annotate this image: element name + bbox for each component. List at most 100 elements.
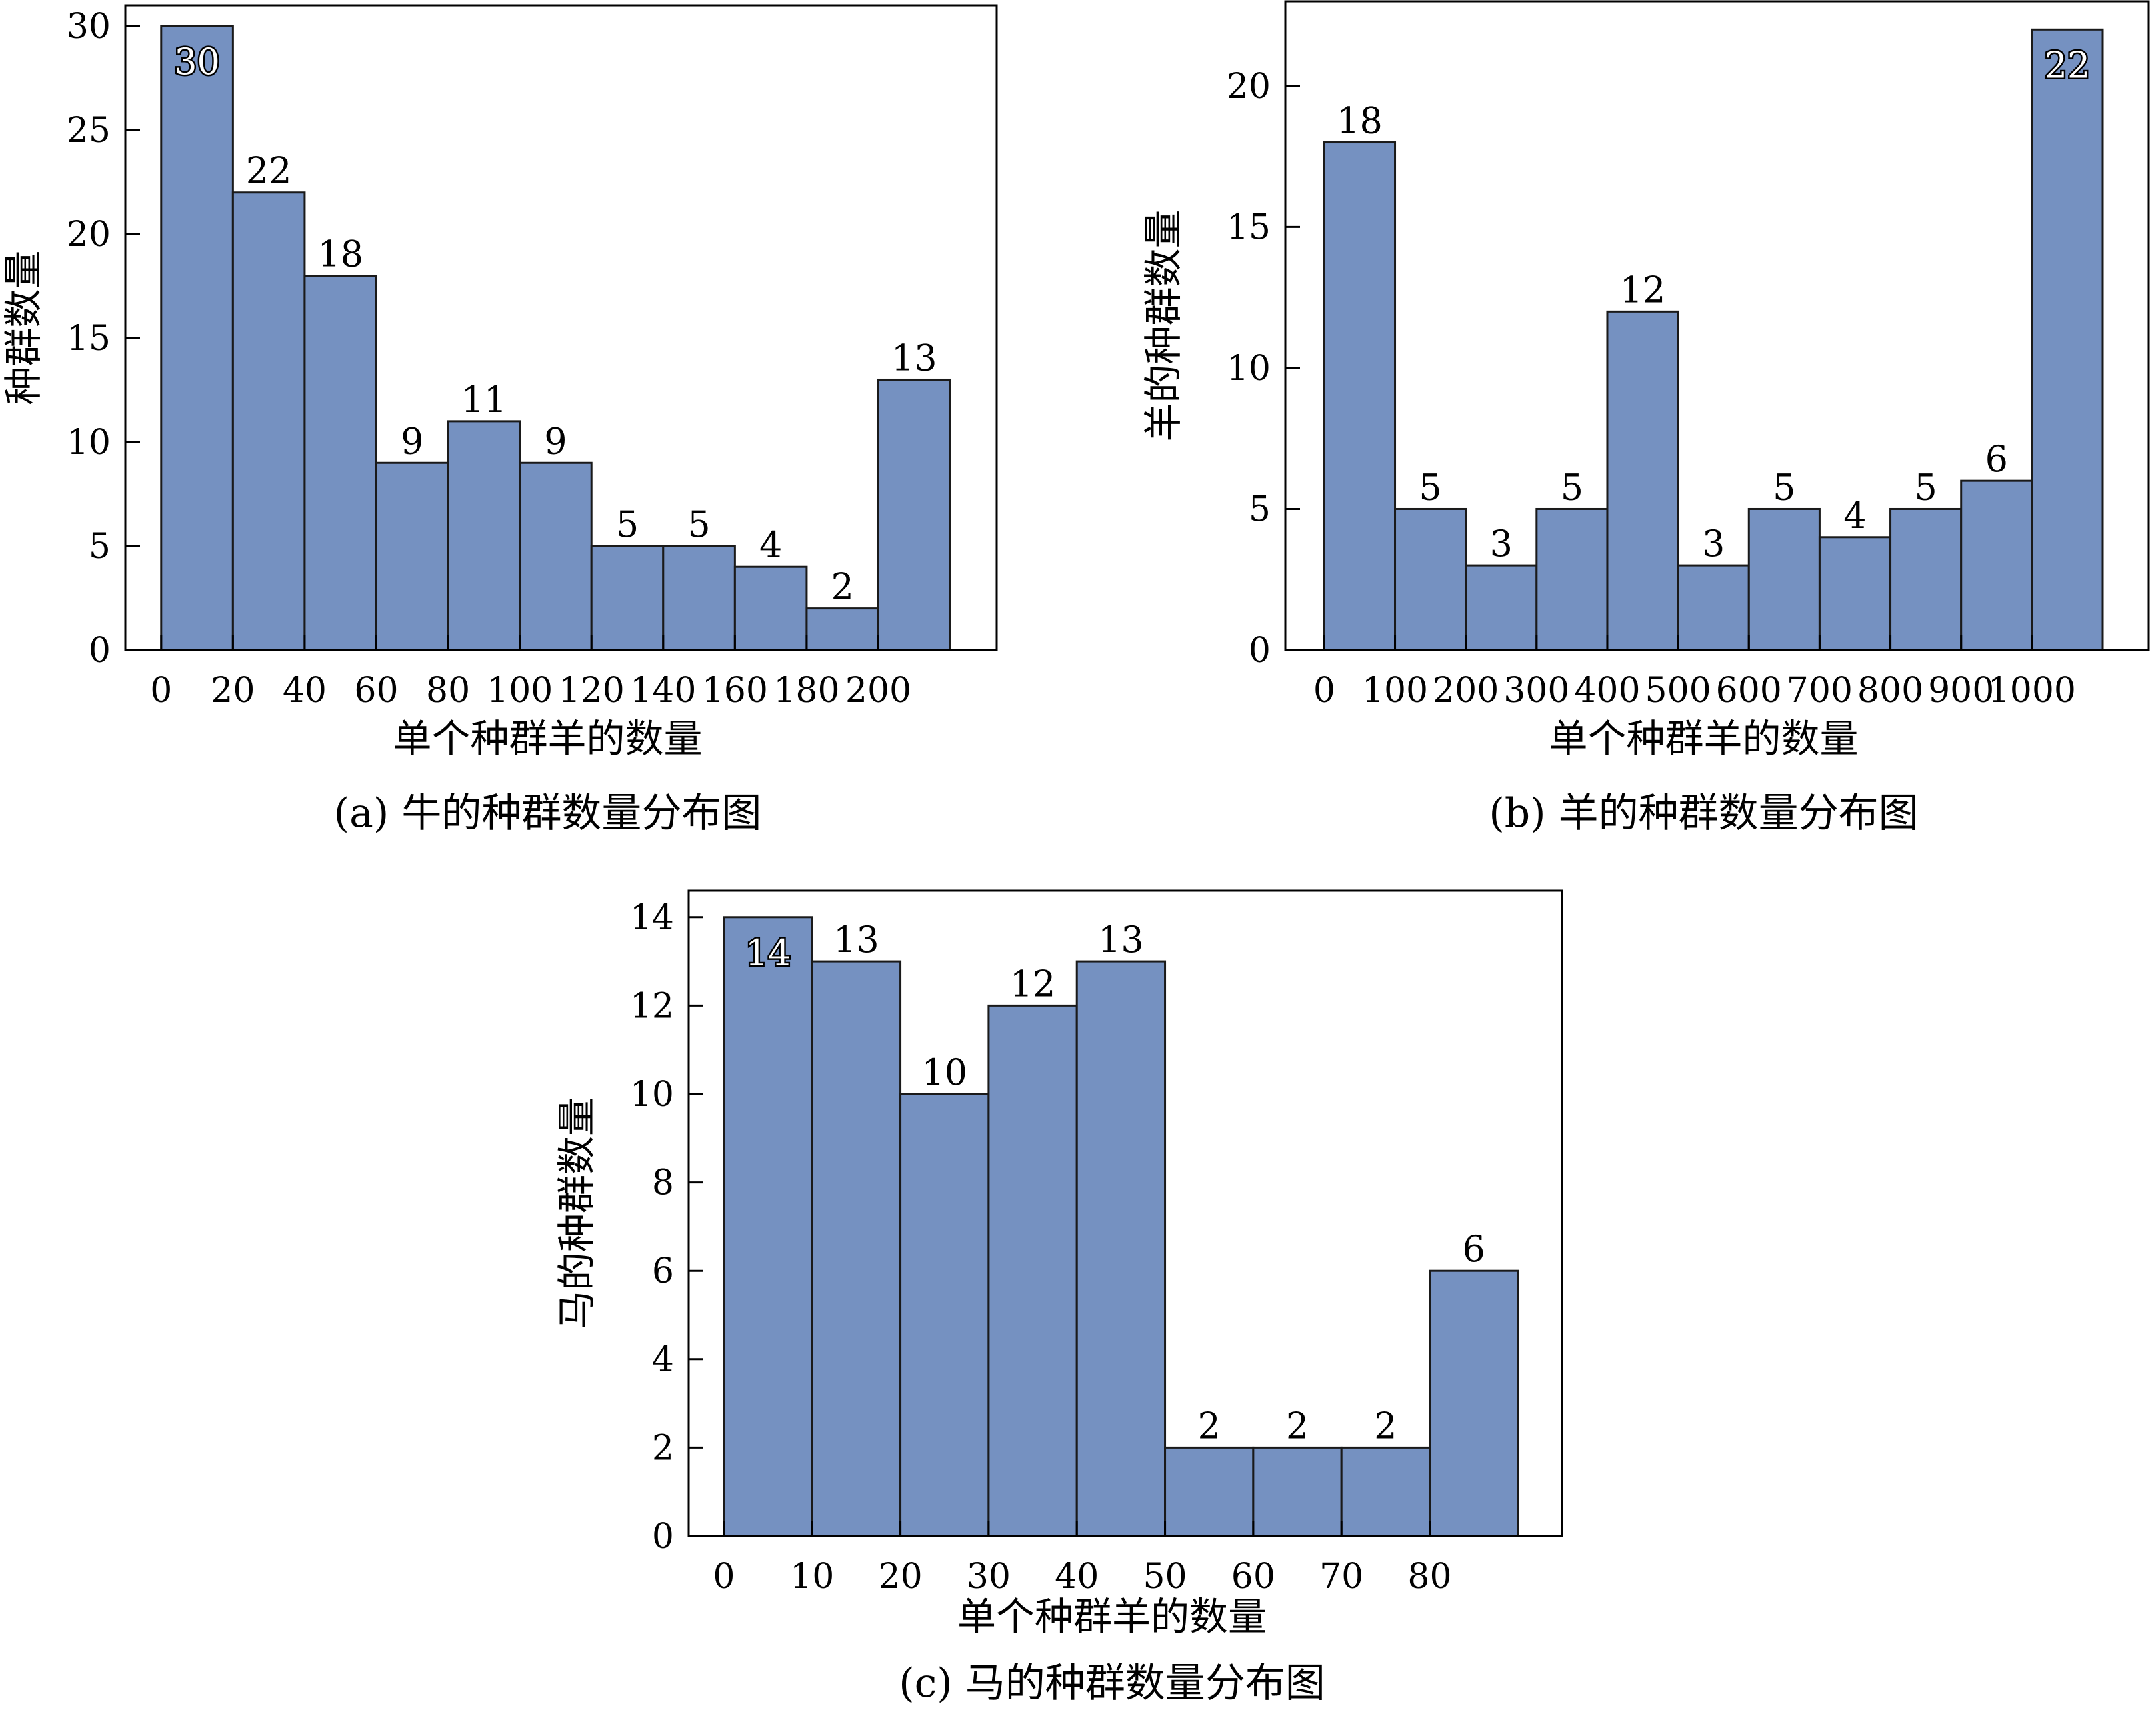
bar-value-label-b-1: 5	[1419, 466, 1441, 508]
x-tick-label-c-1: 10	[790, 1557, 834, 1597]
bar-value-label-b-0: 18	[1337, 100, 1383, 142]
bar-value-label-c-0: 14	[745, 932, 791, 974]
bar-value-label-b-10: 22	[2045, 44, 2091, 86]
bar-c-2	[899, 1093, 990, 1537]
x-tick-label-c-5: 50	[1143, 1557, 1187, 1597]
bar-b-3	[1535, 507, 1609, 651]
bar-a-1	[231, 191, 306, 651]
x-tick-label-c-8: 80	[1407, 1557, 1451, 1597]
bar-c-8	[1429, 1269, 1519, 1537]
bar-value-label-a-5: 9	[544, 420, 567, 462]
bar-a-6	[590, 545, 665, 651]
x-tick-label-b-4: 400	[1574, 671, 1640, 711]
plot-frame-c	[687, 889, 1563, 1537]
y-tick-label-a-0: 0	[89, 631, 111, 671]
x-tick-label-a-9: 180	[773, 671, 839, 711]
bar-b-2	[1465, 564, 1538, 651]
bar-a-4	[447, 420, 521, 651]
bar-value-label-a-9: 2	[831, 566, 854, 608]
bar-value-label-b-9: 6	[1985, 438, 2008, 480]
x-tick-label-a-3: 60	[354, 671, 398, 711]
bar-a-9	[805, 607, 880, 651]
bar-value-label-a-10: 13	[891, 337, 937, 379]
bar-a-0	[160, 25, 234, 651]
x-tick-label-c-0: 0	[713, 1557, 735, 1597]
x-tick-label-a-10: 200	[845, 671, 911, 711]
x-tick-label-a-0: 0	[150, 671, 172, 711]
y-tick-label-c-6: 12	[630, 986, 674, 1026]
y-tick-label-c-1: 2	[652, 1428, 674, 1468]
bar-value-label-c-2: 10	[921, 1051, 967, 1093]
bar-b-9	[1960, 479, 2033, 651]
x-tick-label-b-10: 1000	[1988, 671, 2076, 711]
bar-a-8	[733, 565, 808, 651]
chart-caption-c: (c) 马的种群数量分布图	[899, 1660, 1325, 1707]
bar-b-0	[1323, 141, 1397, 651]
bar-value-label-a-3: 9	[401, 420, 423, 462]
bar-value-label-c-1: 13	[833, 919, 879, 961]
y-tick-label-c-7: 14	[630, 898, 674, 938]
y-axis-title-b: 羊的种群数量	[1141, 209, 1186, 441]
y-tick-label-c-5: 10	[630, 1075, 674, 1115]
bar-value-label-a-7: 5	[687, 503, 710, 545]
x-tick-label-c-3: 30	[967, 1557, 1011, 1597]
chart-caption-b: (b) 羊的种群数量分布图	[1489, 790, 1918, 837]
x-tick-label-a-2: 40	[283, 671, 327, 711]
y-tick-label-a-3: 15	[67, 319, 111, 359]
x-tick-label-b-0: 0	[1313, 671, 1335, 711]
bar-b-8	[1889, 507, 1963, 651]
x-tick-label-a-8: 160	[702, 671, 768, 711]
bar-value-label-b-2: 3	[1490, 523, 1513, 565]
y-tick-label-b-1: 5	[1249, 489, 1271, 529]
bar-value-label-a-6: 5	[616, 503, 639, 545]
chart-caption-a: (a) 牛的种群数量分布图	[334, 790, 762, 837]
y-tick-label-a-2: 10	[67, 423, 111, 463]
bar-value-label-a-4: 11	[461, 379, 507, 421]
y-tick-label-b-2: 10	[1227, 349, 1271, 389]
bar-value-label-a-1: 22	[246, 150, 292, 192]
bar-value-label-b-4: 12	[1620, 269, 1666, 311]
y-tick-label-b-0: 0	[1249, 631, 1271, 671]
x-axis-title-c: 单个种群羊的数量	[957, 1594, 1267, 1639]
x-tick-label-b-6: 600	[1716, 671, 1782, 711]
bar-c-0	[723, 916, 813, 1537]
y-tick-label-a-6: 30	[67, 7, 111, 47]
x-axis-title-b: 单个种群羊的数量	[1549, 716, 1858, 761]
x-tick-label-b-7: 700	[1787, 671, 1853, 711]
x-tick-label-a-5: 100	[487, 671, 553, 711]
bar-b-5	[1677, 564, 1750, 651]
x-tick-label-b-8: 800	[1857, 671, 1923, 711]
bar-a-3	[375, 461, 449, 651]
x-axis-title-a: 单个种群羊的数量	[393, 716, 702, 761]
y-tick-label-c-2: 4	[652, 1340, 674, 1380]
y-tick-label-c-4: 8	[652, 1163, 674, 1203]
bar-a-10	[877, 378, 951, 651]
bar-c-1	[811, 960, 902, 1537]
x-tick-label-a-4: 80	[426, 671, 470, 711]
bar-value-label-b-5: 3	[1702, 523, 1725, 565]
y-tick-label-a-1: 5	[89, 527, 111, 567]
y-tick-label-b-4: 20	[1227, 67, 1271, 107]
x-tick-label-a-7: 140	[630, 671, 696, 711]
bar-value-label-c-5: 2	[1198, 1405, 1221, 1447]
bar-b-7	[1818, 536, 1892, 651]
bar-c-3	[987, 1004, 1078, 1537]
bar-c-6	[1252, 1446, 1343, 1537]
bar-value-label-b-3: 5	[1561, 466, 1583, 508]
x-tick-label-b-3: 300	[1503, 671, 1569, 711]
y-tick-label-c-0: 0	[652, 1517, 674, 1557]
plot-frame-a	[124, 4, 998, 651]
x-tick-label-b-2: 200	[1433, 671, 1499, 711]
x-tick-label-c-2: 20	[878, 1557, 922, 1597]
bar-b-4	[1606, 310, 1679, 651]
bar-a-5	[519, 461, 593, 651]
bar-value-label-a-8: 4	[759, 524, 782, 566]
plot-frame-b	[1284, 0, 2150, 651]
bar-value-label-c-8: 6	[1462, 1228, 1485, 1270]
bar-value-label-c-3: 12	[1010, 963, 1056, 1005]
bar-b-10	[2031, 28, 2104, 651]
bar-b-1	[1394, 507, 1467, 651]
